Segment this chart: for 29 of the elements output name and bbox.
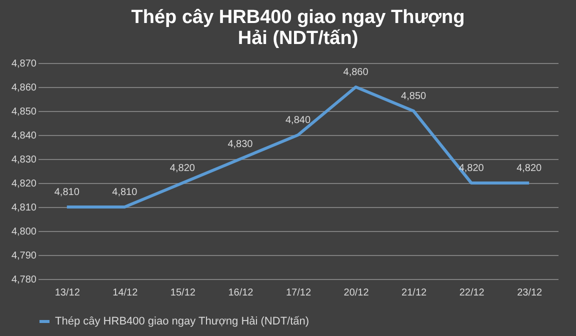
x-tick-label: 17/12 [286, 288, 312, 298]
y-tick-label: 4,860 [11, 82, 37, 94]
y-tick-label: 4,850 [11, 106, 37, 118]
y-tick-label: 4,810 [11, 202, 37, 214]
y-tick-label: 4,790 [11, 250, 37, 262]
x-tick-label: 15/12 [170, 288, 196, 298]
y-tick-label: 4,840 [11, 130, 37, 142]
data-label: 4,850 [401, 91, 427, 102]
data-label: 4,840 [285, 115, 311, 126]
y-tick-label: 4,870 [11, 58, 37, 70]
x-tick-label: 13/12 [54, 288, 80, 298]
y-tick-label: 4,800 [11, 226, 37, 238]
y-tick-label: 4,820 [11, 178, 37, 190]
legend-label: Thép cây HRB400 giao ngay Thượng Hải (NDT/tấn) [55, 316, 310, 328]
data-label: 4,820 [170, 163, 196, 174]
data-label: 4,810 [54, 187, 80, 198]
x-tick-label: 21/12 [402, 288, 428, 298]
x-tick-label: 23/12 [517, 288, 543, 298]
chart-title: Thép cây HRB400 giao ngay Thượng Hải (NDT/tấn) [131, 7, 465, 49]
y-tick-label: 4,830 [11, 154, 37, 166]
data-label: 4,830 [228, 139, 254, 150]
x-tick-label: 20/12 [344, 288, 370, 298]
data-label: 4,810 [112, 187, 138, 198]
data-label: 4,860 [343, 67, 369, 78]
x-tick-label: 22/12 [459, 288, 485, 298]
x-tick-label: 16/12 [228, 288, 254, 298]
x-tick-label: 14/12 [112, 288, 138, 298]
y-tick-label: 4,780 [11, 274, 37, 286]
data-label: 4,820 [516, 163, 542, 174]
